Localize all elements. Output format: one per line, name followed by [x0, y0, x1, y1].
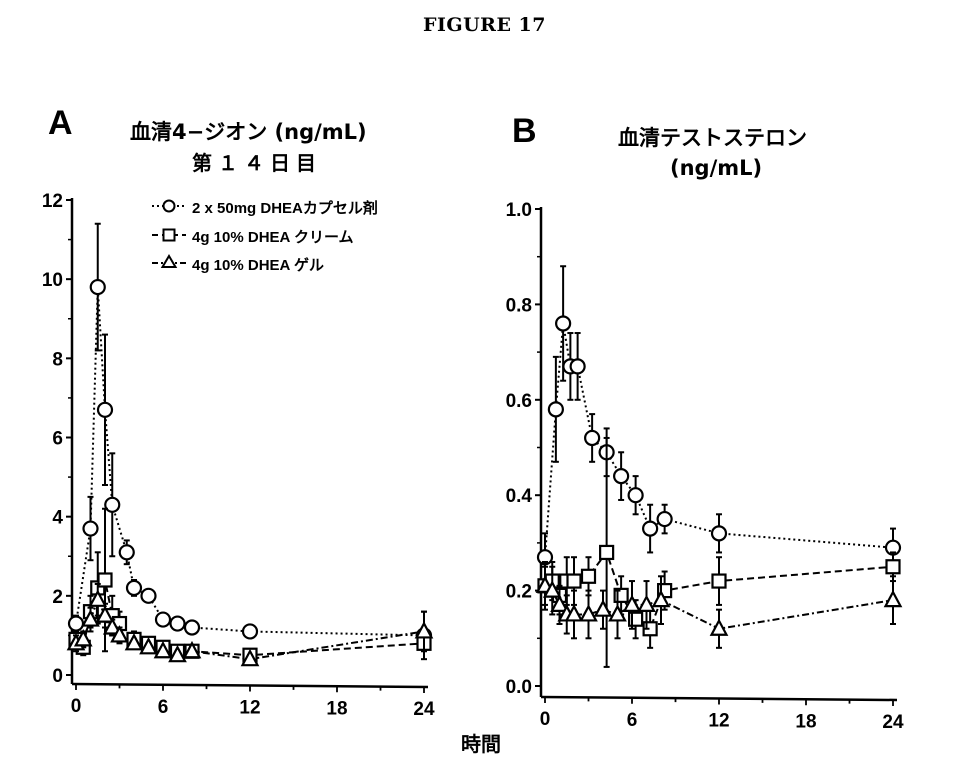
- series-circle: [67, 222, 433, 661]
- x-tick-label: 6: [158, 697, 169, 718]
- series-triangle: [535, 560, 903, 649]
- data-point-triangle-icon: [110, 625, 129, 643]
- y-tick-label: 2: [52, 587, 63, 608]
- x-tick-label: 18: [795, 711, 816, 732]
- data-point-circle-icon: [555, 315, 572, 332]
- x-tick-label: 12: [239, 698, 260, 719]
- data-point-triangle-icon: [542, 580, 562, 598]
- y-tick-label: 0.8: [506, 295, 532, 316]
- data-point-circle-icon: [82, 520, 99, 537]
- data-point-triangle-icon: [414, 621, 434, 639]
- panel-a-title: 血清4−ジオン (ng/mL): [130, 120, 367, 144]
- legend-markers: [152, 199, 186, 268]
- data-point-circle-icon: [89, 278, 106, 296]
- data-point-triangle-icon: [883, 589, 903, 608]
- legend-square-icon: [152, 228, 186, 242]
- data-point-circle-icon: [169, 615, 186, 632]
- x-axis-label: 時間: [461, 732, 501, 756]
- x-tick-label: 6: [627, 710, 638, 731]
- data-point-triangle-icon: [182, 640, 202, 659]
- data-point-circle-icon: [656, 510, 673, 528]
- data-point-triangle-icon: [73, 629, 93, 647]
- series-circle: [536, 265, 902, 583]
- panel-a-subtitle: 第１４日目: [192, 151, 322, 175]
- y-tick-label: 1.0: [506, 200, 532, 221]
- data-point-triangle-icon: [88, 589, 108, 607]
- data-point-circle-icon: [96, 401, 114, 418]
- x-tick-label: 12: [708, 711, 729, 732]
- x-tick-label: 18: [326, 698, 347, 719]
- data-point-triangle-icon: [651, 589, 671, 608]
- panel-b-plot: 0.0 0.2 0.4 0.6 0.8 1.0 0 6 12 18 24: [506, 200, 904, 733]
- data-point-triangle-icon: [168, 644, 187, 663]
- panel-b-letter: B: [512, 112, 537, 150]
- data-point-circle-icon: [118, 544, 135, 561]
- data-point-circle-icon: [140, 587, 157, 604]
- y-tick-label: 4: [52, 508, 63, 529]
- data-point-circle-icon: [154, 611, 172, 628]
- legend-label-capsule: 2 x 50mg DHEAカプセル剤: [192, 200, 378, 217]
- y-tick-label: 0.2: [506, 582, 532, 603]
- data-point-triangle-icon: [709, 618, 729, 636]
- data-point-circle-icon: [584, 429, 601, 447]
- y-tick-label: 8: [52, 349, 63, 370]
- panel-b-title: 血清テストステロン: [618, 126, 807, 150]
- data-point-circle-icon: [710, 525, 728, 542]
- data-point-circle-icon: [613, 468, 630, 485]
- legend-label-gel: 4g 10% DHEA ゲル: [192, 257, 324, 274]
- x-tick-label: 24: [882, 712, 904, 733]
- data-point-triangle-icon: [139, 636, 158, 655]
- x-tick-label: 0: [540, 709, 551, 730]
- y-tick-label: 0.6: [506, 391, 532, 412]
- legend-circle-icon: [152, 199, 186, 213]
- data-point-square-icon: [566, 573, 582, 589]
- panel-b-subtitle: (ng/mL): [670, 156, 763, 180]
- data-point-triangle-icon: [95, 605, 115, 623]
- data-point-triangle-icon: [240, 648, 260, 667]
- data-point-circle-icon: [547, 401, 564, 418]
- series-triangle: [66, 582, 434, 667]
- data-point-circle-icon: [569, 358, 586, 375]
- data-point-circle-icon: [627, 487, 644, 504]
- data-point-square-icon: [580, 568, 597, 584]
- legend-label-cream: 4g 10% DHEA クリーム: [192, 229, 354, 246]
- data-point-circle-icon: [125, 579, 143, 597]
- x-tick-label: 0: [71, 696, 82, 717]
- data-point-triangle-icon: [550, 594, 569, 613]
- data-point-square-icon: [885, 559, 901, 575]
- y-tick-label: 0.4: [506, 486, 533, 507]
- y-tick-label: 6: [52, 429, 63, 450]
- data-point-triangle-icon: [564, 604, 584, 622]
- x-tick-label: 24: [413, 699, 435, 720]
- data-point-triangle-icon: [622, 594, 642, 613]
- y-tick-label: 12: [42, 191, 63, 212]
- axes: 0.0 0.2 0.4 0.6 0.8 1.0 0 6 12 18 24: [506, 200, 904, 733]
- data-point-circle-icon: [104, 496, 121, 513]
- figure-title: FIGURE 17: [423, 14, 546, 36]
- data-point-circle-icon: [183, 619, 201, 636]
- data-point-triangle-icon: [153, 640, 173, 659]
- data-point-triangle-icon: [81, 609, 100, 627]
- y-tick-label: 10: [42, 270, 63, 291]
- data-point-triangle-icon: [102, 617, 122, 635]
- data-point-triangle-icon: [124, 633, 144, 651]
- data-point-circle-icon: [241, 623, 259, 640]
- data-point-square-icon: [97, 572, 113, 588]
- legend-triangle-icon: [152, 254, 186, 268]
- data-point-triangle-icon: [637, 594, 656, 613]
- y-tick-label: 0: [52, 666, 63, 687]
- data-point-square-icon: [599, 544, 615, 561]
- panel-a-letter: A: [48, 104, 73, 142]
- data-point-triangle-icon: [579, 604, 598, 622]
- data-point-circle-icon: [642, 520, 659, 537]
- data-point-triangle-icon: [593, 599, 613, 617]
- data-point-circle-icon: [67, 615, 85, 632]
- data-point-triangle-icon: [608, 604, 627, 622]
- y-tick-label: 0.0: [506, 677, 532, 698]
- data-point-square-icon: [711, 573, 727, 589]
